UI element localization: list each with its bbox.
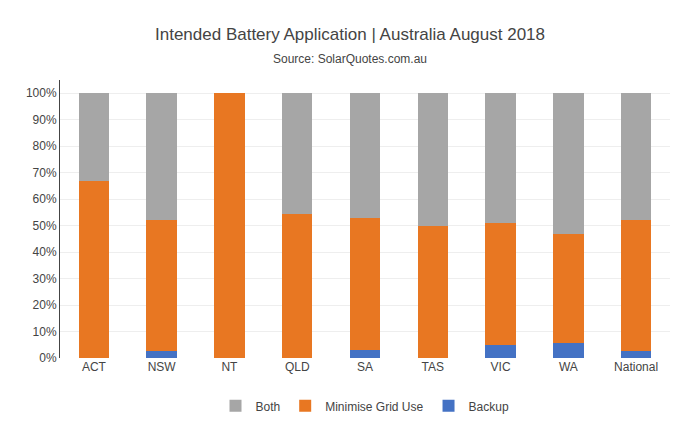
svg-text:10%: 10% bbox=[33, 325, 57, 339]
svg-text:100%: 100% bbox=[26, 86, 57, 100]
svg-text:WA: WA bbox=[559, 360, 578, 374]
svg-text:NT: NT bbox=[221, 360, 238, 374]
svg-text:Source: SolarQuotes.com.au: Source: SolarQuotes.com.au bbox=[273, 52, 427, 66]
svg-text:NSW: NSW bbox=[148, 360, 177, 374]
svg-text:VIC: VIC bbox=[491, 360, 511, 374]
svg-text:Intended Battery Application |: Intended Battery Application | Australia… bbox=[155, 25, 545, 44]
svg-text:30%: 30% bbox=[33, 272, 57, 286]
svg-text:0%: 0% bbox=[39, 351, 57, 365]
svg-text:40%: 40% bbox=[33, 245, 57, 259]
svg-text:ACT: ACT bbox=[82, 360, 107, 374]
svg-text:50%: 50% bbox=[33, 219, 57, 233]
svg-text:National: National bbox=[614, 360, 658, 374]
svg-text:90%: 90% bbox=[33, 113, 57, 127]
svg-text:Backup: Backup bbox=[469, 400, 509, 414]
svg-text:80%: 80% bbox=[33, 139, 57, 153]
svg-text:60%: 60% bbox=[33, 192, 57, 206]
svg-text:70%: 70% bbox=[33, 166, 57, 180]
svg-text:SA: SA bbox=[357, 360, 373, 374]
svg-text:Minimise Grid Use: Minimise Grid Use bbox=[325, 400, 423, 414]
svg-text:TAS: TAS bbox=[422, 360, 444, 374]
svg-text:Both: Both bbox=[256, 400, 281, 414]
svg-text:20%: 20% bbox=[33, 298, 57, 312]
svg-text:QLD: QLD bbox=[285, 360, 310, 374]
